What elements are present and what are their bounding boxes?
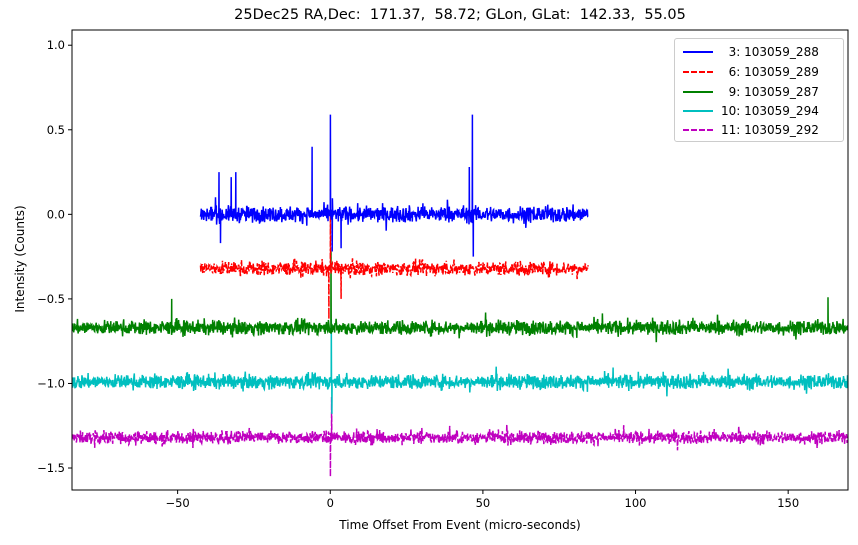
svg-text:−0.5: −0.5	[37, 292, 65, 306]
svg-text:−1.0: −1.0	[37, 376, 65, 390]
svg-text:0: 0	[327, 496, 334, 510]
svg-text:50: 50	[476, 496, 491, 510]
svg-text:0.0: 0.0	[47, 207, 65, 221]
legend: 3: 103059_288 6: 103059_289 9: 103059_28…	[674, 38, 844, 142]
legend-line-dashed-magenta	[683, 129, 713, 131]
legend-line-dashdot-red	[683, 71, 713, 73]
svg-text:100: 100	[625, 496, 647, 510]
x-axis-ticks: −50 0 50 100 150	[165, 490, 799, 510]
legend-label: 10: 103059_294	[721, 104, 819, 118]
series-line-3	[199, 114, 589, 257]
legend-item-11: 11: 103059_292	[683, 121, 843, 139]
legend-line-solid-cyan	[683, 110, 713, 112]
legend-label: 3: 103059_288	[721, 45, 819, 59]
series-layer	[72, 114, 848, 477]
series-line-10	[72, 319, 848, 414]
legend-item-9: 9: 103059_287	[683, 83, 843, 101]
svg-text:−50: −50	[165, 496, 189, 510]
svg-text:1.0: 1.0	[47, 38, 65, 52]
svg-text:−1.5: −1.5	[37, 461, 65, 475]
legend-item-3: 3: 103059_288	[683, 43, 843, 61]
legend-item-10: 10: 103059_294	[683, 102, 843, 120]
chart-title: 25Dec25 RA,Dec: 171.37, 58.72; GLon, GLa…	[234, 7, 686, 23]
legend-line-solid-blue	[683, 51, 713, 53]
y-axis-label: Intensity (Counts)	[13, 205, 27, 313]
svg-text:150: 150	[777, 496, 799, 510]
legend-item-6: 6: 103059_289	[683, 63, 843, 81]
legend-label: 9: 103059_287	[721, 85, 819, 99]
legend-label: 11: 103059_292	[721, 123, 819, 137]
legend-label: 6: 103059_289	[721, 65, 819, 79]
legend-line-solid-green	[683, 91, 713, 93]
series-line-9	[72, 251, 848, 343]
svg-text:0.5: 0.5	[47, 123, 65, 137]
series-line-6	[199, 210, 589, 320]
x-axis-label: Time Offset From Event (micro-seconds)	[339, 518, 581, 532]
series-line-11	[72, 396, 848, 477]
y-axis-ticks: 1.0 0.5 0.0 −0.5 −1.0 −1.5	[37, 38, 72, 475]
axes-frame	[71, 29, 849, 491]
